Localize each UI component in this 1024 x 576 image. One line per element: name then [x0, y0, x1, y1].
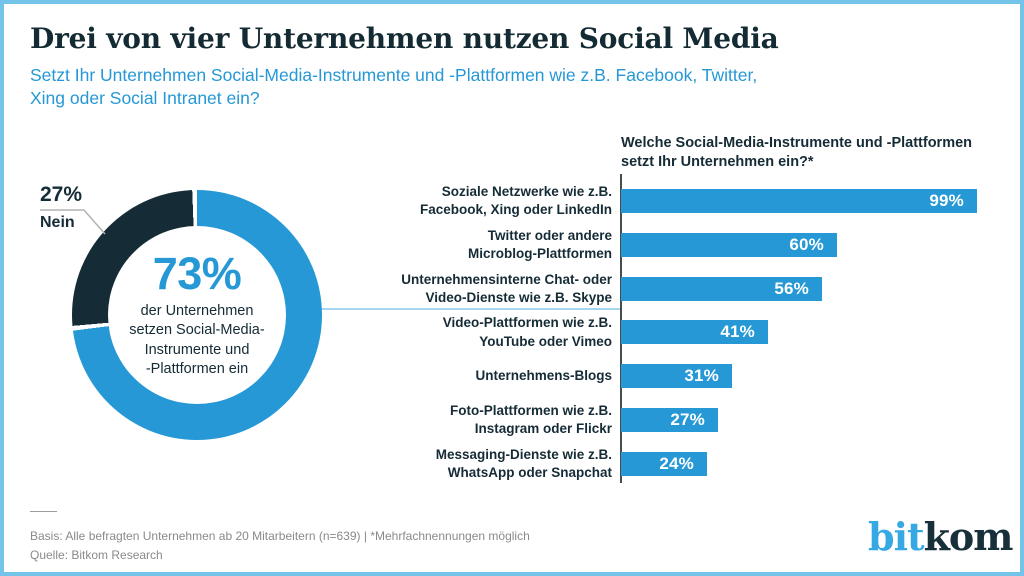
footer-basis: Basis: Alle befragten Unternehmen ab 20 … — [30, 529, 530, 543]
bar: 31% — [621, 364, 732, 389]
donut-center: 73% der Unternehmen setzen Social-Media- I… — [108, 226, 286, 404]
donut-center-caption-line: Instrumente und — [144, 341, 250, 358]
bar: 60% — [621, 232, 837, 257]
bitkom-logo: bitkom — [868, 518, 1013, 556]
bar-row: Video-Plattformen wie z.B. YouTube oder V… — [300, 315, 1024, 348]
bitkom-logo-part1: bit — [868, 514, 925, 559]
donut-center-caption-line: setzen Social-Media- — [129, 322, 265, 339]
bar-row: Messaging-Dienste wie z.B. WhatsApp oder … — [300, 447, 1024, 480]
bar-value-label: 99% — [929, 191, 964, 210]
page-title: Drei von vier Unternehmen nutzen Social … — [30, 22, 779, 55]
bar-category-label: Unternehmensinterne Chat- oder Video-Dien… — [401, 271, 612, 305]
page-subtitle: Setzt Ihr Unternehmen Social-Media-Instr… — [30, 65, 758, 109]
donut-center-value: 73% — [152, 248, 242, 300]
bar-chart-heading-line2: setzt Ihr Unternehmen ein?* — [621, 153, 814, 170]
bar: 56% — [621, 276, 822, 301]
bar-value-label: 31% — [684, 366, 719, 386]
bar-value-label: 60% — [789, 234, 824, 254]
footer-divider — [30, 511, 57, 512]
bar-row: Unternehmensinterne Chat- oder Video-Dien… — [300, 271, 1024, 305]
donut-to-bars-connector-line — [322, 308, 621, 310]
donut-callout-line — [40, 209, 106, 235]
footer: Basis: Alle befragten Unternehmen ab 20 … — [30, 527, 530, 565]
bitkom-logo-part2: kom — [923, 514, 1014, 559]
bar-value-label: 41% — [720, 322, 755, 342]
donut-center-caption-line: der Unternehmen — [140, 303, 254, 320]
bar-category-label: Soziale Netzwerke wie z.B. Facebook, Xing… — [419, 183, 612, 217]
donut-center-caption-line: -Plattformen ein — [145, 360, 249, 377]
bar-category-label: Twitter oder andere Microblog-Plattformen — [468, 227, 612, 261]
bar-category-label: Unternehmens-Blogs — [475, 368, 612, 384]
bar-category-label: Foto-Plattformen wie z.B. Instagram oder … — [450, 402, 612, 436]
bar-chart: Soziale Netzwerke wie z.B. Facebook, Xing… — [300, 174, 1024, 483]
donut-callout-value: 27% — [40, 183, 83, 206]
bar: 99% — [621, 189, 977, 213]
bar-category-label: Messaging-Dienste wie z.B. WhatsApp oder … — [435, 446, 612, 480]
donut-callout-label: Nein — [40, 214, 75, 231]
bar-chart-heading: Welche Social-Media-Instrumente und -Pla… — [621, 134, 1021, 172]
footer-source: Quelle: Bitkom Research — [30, 548, 163, 563]
bar: 41% — [621, 320, 768, 345]
bar-chart-heading-line1: Welche Social-Media-Instrumente und -Pla… — [621, 135, 973, 151]
bar-category-label: Video-Plattformen wie z.B. YouTube oder V… — [442, 315, 612, 349]
bar-value-label: 24% — [659, 453, 694, 473]
bar-row: Foto-Plattformen wie z.B. Instagram oder … — [300, 403, 1024, 436]
bar-row: Soziale Netzwerke wie z.B. Facebook, Xing… — [300, 184, 1024, 217]
bar-row: Unternehmens-Blogs 31% — [300, 364, 1024, 389]
bar: 27% — [621, 408, 718, 432]
bar: 24% — [621, 451, 707, 476]
bar-row: Twitter oder andere Microblog-Plattformen… — [300, 228, 1024, 261]
bar-value-label: 27% — [670, 410, 705, 429]
donut-center-caption: der Unternehmen setzen Social-Media- Instr… — [129, 302, 264, 379]
bar-value-label: 56% — [774, 278, 809, 298]
donut-chart: 73% der Unternehmen setzen Social-Media- I… — [72, 190, 322, 440]
